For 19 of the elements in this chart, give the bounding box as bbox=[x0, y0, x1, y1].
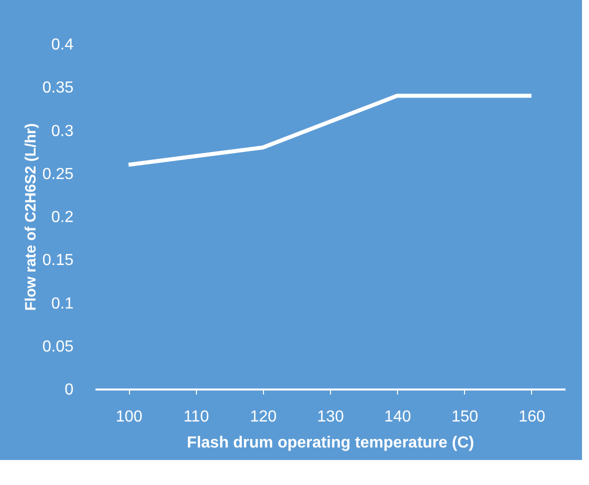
y-tick-label: 0.25 bbox=[42, 166, 74, 183]
x-tick-label: 110 bbox=[183, 408, 210, 426]
x-tick-label: 150 bbox=[451, 408, 478, 426]
line-series bbox=[126, 94, 534, 167]
y-tick-label: 0.05 bbox=[42, 338, 74, 356]
x-tick-label: 160 bbox=[518, 408, 546, 426]
y-tick-label: 0.2 bbox=[51, 209, 74, 226]
y-tick-label: 0.15 bbox=[42, 252, 74, 270]
x-tick-label: 120 bbox=[250, 408, 277, 426]
y-tick-label: 0.4 bbox=[51, 36, 74, 54]
y-tick-label: 0.35 bbox=[42, 80, 74, 97]
y-axis-title: Flow rate of C2H6S2 (L/hr) bbox=[22, 123, 40, 311]
x-tick-label: 100 bbox=[116, 408, 143, 426]
x-tick-label: 130 bbox=[317, 408, 344, 426]
x-tick-label: 140 bbox=[384, 408, 412, 426]
x-axis-title: Flash drum operating temperature (C) bbox=[186, 434, 474, 452]
y-tick-label: 0 bbox=[64, 382, 74, 398]
y-tick-label: 0.1 bbox=[51, 295, 74, 312]
y-tick-label: 0.3 bbox=[51, 122, 74, 140]
